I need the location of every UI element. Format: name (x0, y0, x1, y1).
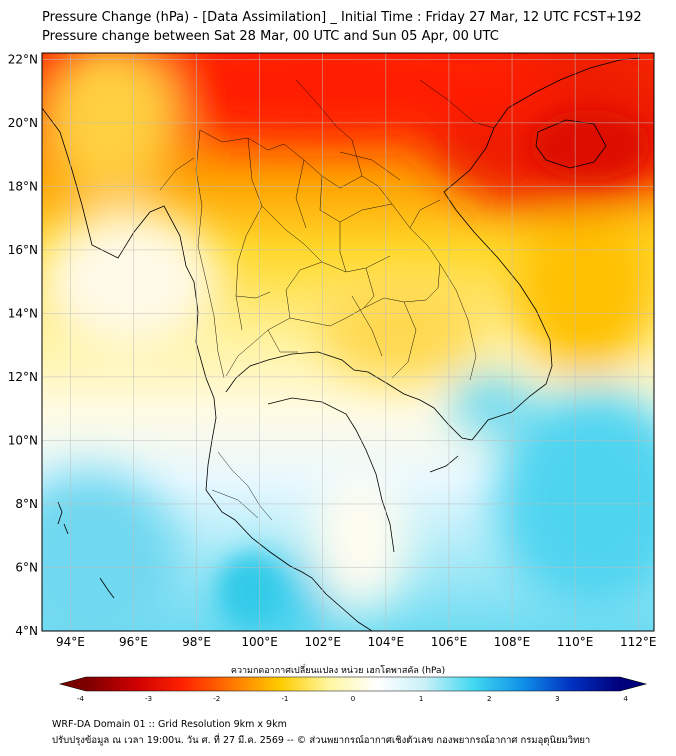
lon-label: 94°E (56, 635, 85, 649)
map-frame (41, 52, 655, 632)
lat-label: 20°N (8, 116, 38, 130)
colorbar-tick-label: 0 (351, 695, 355, 703)
lat-label: 16°N (8, 243, 38, 257)
latitude-labels: 22°N 20°N 18°N 16°N 14°N 12°N 10°N 8°N 6°N 4°N (8, 52, 38, 638)
colorbar-low-arrow (60, 677, 86, 691)
lat-label: 6°N (15, 560, 38, 574)
colorbar-tick-label: 1 (419, 695, 423, 703)
lat-label: 8°N (15, 497, 38, 511)
lon-label: 96°E (119, 635, 148, 649)
lat-label: 18°N (8, 179, 38, 193)
colorbar: -4 -3 -2 -1 0 1 2 3 4 (58, 676, 648, 703)
colorbar-tick-label: -3 (145, 695, 152, 703)
colorbar-tick-label: 4 (623, 695, 628, 703)
colorbar-tick-label: 3 (555, 695, 559, 703)
lon-label: 100°E (241, 635, 278, 649)
colorbar-label: ความกดอากาศเปลี่ยนแปลง หน่วย เฮกโตพาสคัล… (230, 666, 446, 676)
lon-label: 106°E (431, 635, 468, 649)
colorbar-tick-label: -4 (77, 695, 85, 703)
lon-label: 112°E (620, 635, 657, 649)
lat-label: 14°N (8, 306, 38, 320)
colorbar-tick-label: -1 (281, 695, 288, 703)
province-borders (159, 79, 495, 521)
lon-label: 110°E (557, 635, 594, 649)
lat-label: 12°N (8, 370, 38, 384)
lon-label: 104°E (368, 635, 405, 649)
pressure-field (42, 53, 654, 631)
longitude-labels: 94°E 96°E 98°E 100°E 102°E 104°E 106°E 108°E 110… (56, 635, 657, 649)
model-info: WRF-DA Domain 01 :: Grid Resolution 9km … (52, 719, 287, 730)
lat-label: 4°N (15, 624, 38, 638)
colorbar-tick-label: 2 (487, 695, 491, 703)
lat-lon-grid (42, 53, 654, 631)
lat-label: 22°N (8, 52, 38, 66)
map-subtitle: Pressure change between Sat 28 Mar, 00 U… (42, 29, 499, 44)
lon-label: 102°E (305, 635, 342, 649)
map-title: Pressure Change (hPa) - [Data Assimilati… (42, 10, 642, 25)
lat-label: 10°N (8, 433, 38, 447)
lon-label: 98°E (182, 635, 211, 649)
colorbar-high-arrow (620, 677, 646, 691)
lon-label: 108°E (494, 635, 531, 649)
credits: ปรับปรุงข้อมูล ณ เวลา 19:00น. วัน ศ. ที่… (52, 735, 591, 746)
colorbar-tick-label: -2 (213, 695, 220, 703)
colorbar-ticks: -4 -3 -2 -1 0 1 2 3 4 (77, 695, 628, 703)
